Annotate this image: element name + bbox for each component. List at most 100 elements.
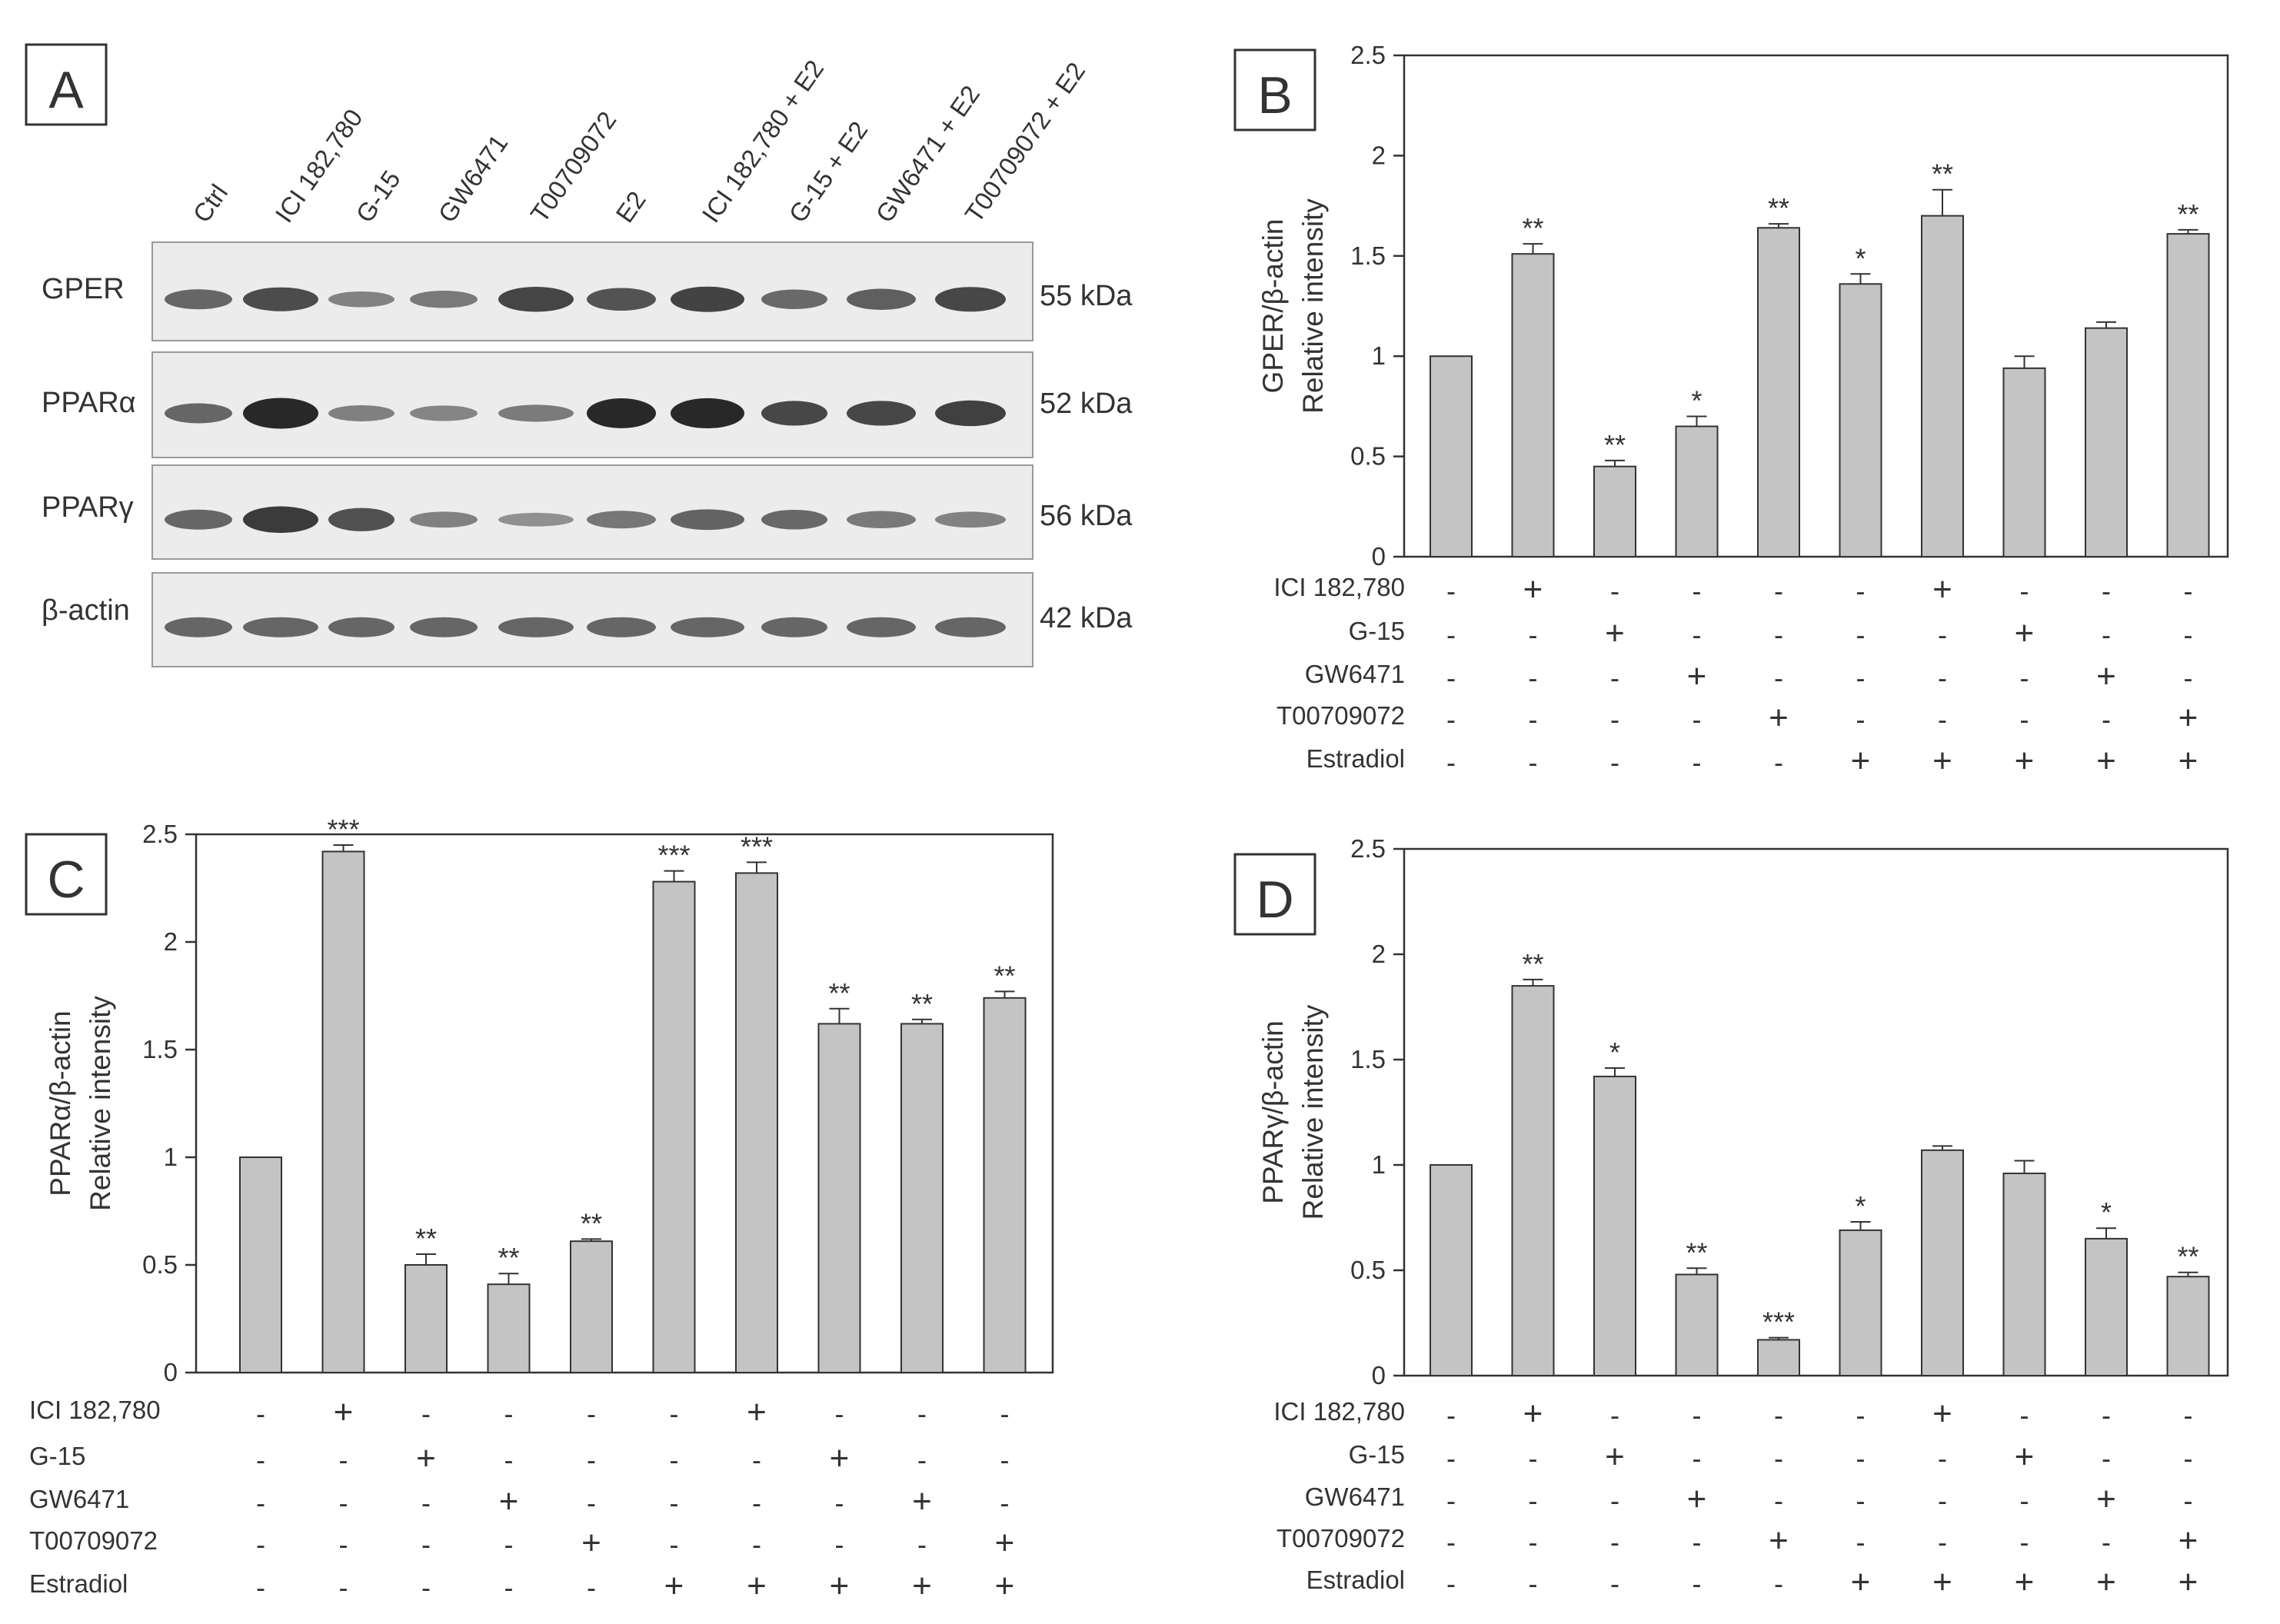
treatment-sign: - xyxy=(587,1487,596,1519)
blot-band xyxy=(587,288,656,311)
significance-marker: *** xyxy=(657,840,690,871)
treatment-sign: - xyxy=(1693,1568,1702,1599)
blot-band xyxy=(761,509,827,530)
y-tick-label: 0 xyxy=(1372,1361,1386,1389)
blot-band xyxy=(243,398,318,429)
treatment-sign: - xyxy=(752,1444,761,1476)
treatment-sign: - xyxy=(752,1487,761,1519)
blot-band xyxy=(165,617,232,637)
treatment-label: G-15 xyxy=(1349,1440,1405,1469)
treatment-sign: - xyxy=(504,1444,514,1476)
significance-marker: *** xyxy=(741,830,773,862)
treatment-sign: + xyxy=(1932,571,1952,608)
treatment-sign: - xyxy=(1610,662,1619,694)
treatment-sign: - xyxy=(1446,747,1456,778)
blot-band xyxy=(587,511,656,529)
panel-b-label-text: B xyxy=(1257,66,1292,125)
treatment-sign: - xyxy=(1856,575,1866,607)
blot-band xyxy=(847,617,916,637)
treatment-sign: + xyxy=(2178,742,2198,780)
bar xyxy=(2166,233,2210,557)
treatment-sign: - xyxy=(835,1487,844,1519)
blot-band xyxy=(165,289,232,310)
treatment-sign: + xyxy=(1687,1480,1707,1518)
treatment-sign: - xyxy=(1610,1526,1619,1558)
significance-marker: ** xyxy=(2177,198,2198,230)
bar xyxy=(1511,985,1555,1376)
treatment-label: G-15 xyxy=(29,1442,85,1470)
treatment-sign: - xyxy=(1529,1568,1538,1599)
treatment-sign: - xyxy=(2020,704,2029,735)
treatment-sign: - xyxy=(1529,704,1538,735)
treatment-sign: + xyxy=(1769,699,1789,737)
bar xyxy=(817,1023,861,1374)
treatment-sign: - xyxy=(1938,1526,1947,1558)
treatment-sign: - xyxy=(1529,1485,1538,1516)
panel-d-label: D xyxy=(1233,853,1316,936)
treatment-sign: - xyxy=(1446,1399,1456,1431)
blot-band xyxy=(243,506,318,534)
blot-band xyxy=(587,398,656,428)
significance-marker: ** xyxy=(2177,1241,2198,1273)
treatment-sign: + xyxy=(747,1393,767,1431)
treatment-sign: + xyxy=(2096,657,2116,695)
blot-band xyxy=(671,398,744,429)
panel-a-label-text: A xyxy=(48,61,84,119)
treatment-sign: - xyxy=(1693,575,1702,607)
y-axis-title-line2: Relative intensity xyxy=(85,996,116,1211)
treatment-sign: - xyxy=(1610,704,1619,735)
y-tick-label: 1.5 xyxy=(142,1035,178,1063)
blot-band xyxy=(498,617,574,637)
panel-a-label: A xyxy=(25,43,108,126)
treatment-sign: - xyxy=(2020,1485,2029,1516)
treatment-sign: - xyxy=(2102,1526,2111,1558)
bar xyxy=(2002,1172,2046,1376)
treatment-sign: + xyxy=(1687,657,1707,695)
y-tick-label: 0.5 xyxy=(1350,1256,1386,1284)
treatment-sign: - xyxy=(1610,1568,1619,1599)
panel-b-label: B xyxy=(1233,48,1316,131)
treatment-sign: + xyxy=(2015,614,2035,652)
treatment-sign: - xyxy=(339,1487,348,1519)
y-tick-label: 0.5 xyxy=(1350,442,1386,471)
treatment-sign: - xyxy=(2102,1443,2111,1474)
treatment-sign: - xyxy=(1446,575,1456,607)
bar xyxy=(2085,327,2128,557)
treatment-sign: - xyxy=(2020,1526,2029,1558)
treatment-label: Estradiol xyxy=(29,1569,128,1598)
significance-marker: * xyxy=(1691,384,1702,416)
treatment-sign: - xyxy=(1774,1485,1783,1516)
y-tick-label: 0 xyxy=(1372,542,1386,571)
treatment-sign: - xyxy=(1000,1444,1010,1476)
y-tick-label: 1.5 xyxy=(1350,1045,1386,1073)
blot-band xyxy=(498,287,574,312)
blot-band xyxy=(410,511,478,528)
blot-band xyxy=(847,511,916,529)
treatment-sign: - xyxy=(2020,575,2029,607)
blot-band xyxy=(165,403,232,424)
blot-band xyxy=(243,287,318,311)
treatment-sign: - xyxy=(1856,1526,1866,1558)
treatment-sign: - xyxy=(2184,1443,2193,1474)
treatment-sign: - xyxy=(2184,575,2193,607)
plot-frame xyxy=(1403,54,2229,558)
panel-a-label-box xyxy=(25,43,108,126)
y-tick-label: 0 xyxy=(164,1358,178,1386)
y-tick-label: 1 xyxy=(1372,1150,1386,1179)
treatment-sign: - xyxy=(421,1572,431,1603)
y-axis-title: PPARγ/β-actin xyxy=(1257,1020,1289,1204)
bar xyxy=(2002,367,2046,557)
treatment-sign: - xyxy=(1693,1443,1702,1474)
y-axis-title: GPER/β-actin xyxy=(1257,219,1289,394)
treatment-sign: - xyxy=(1529,1526,1538,1558)
significance-marker: ** xyxy=(1932,158,1953,190)
significance-marker: ** xyxy=(1604,429,1626,461)
treatment-label: GW6471 xyxy=(1305,1483,1405,1511)
blot-strip xyxy=(151,241,1033,341)
treatment-sign: + xyxy=(499,1483,519,1520)
treatment-sign: + xyxy=(830,1439,850,1477)
treatment-sign: - xyxy=(1856,1399,1866,1431)
chart-panel-b: 0 0.5 1 1.5 2 2.5 GPER/β-actin Relative intensi… xyxy=(1257,41,2229,780)
y-tick-label: 2.5 xyxy=(1350,41,1386,69)
treatment-sign: - xyxy=(587,1444,596,1476)
